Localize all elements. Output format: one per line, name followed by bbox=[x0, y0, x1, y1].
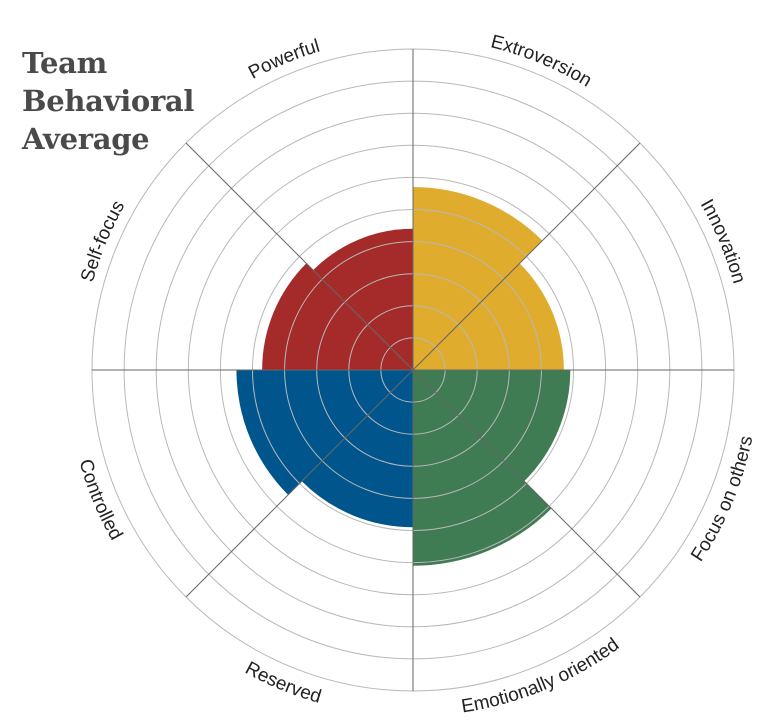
axis-line bbox=[185, 142, 414, 371]
axis-label-self-focus: Self-focus bbox=[77, 197, 129, 284]
chart-title-line-1: Team bbox=[22, 46, 107, 80]
axis-label-focus-on-others: Focus on others bbox=[687, 434, 757, 565]
axis-label-innovation: Innovation bbox=[696, 196, 749, 286]
segment-extroversion bbox=[413, 187, 543, 370]
axis-label-controlled: Controlled bbox=[74, 457, 126, 544]
axis-line bbox=[412, 142, 641, 371]
axis-line bbox=[412, 369, 641, 598]
chart-title-line-2: Behavioral bbox=[22, 84, 195, 118]
axis-line bbox=[185, 369, 414, 598]
axis-label-reserved: Reserved bbox=[242, 658, 324, 708]
segment-innovation bbox=[413, 263, 564, 370]
segment-controlled bbox=[236, 370, 413, 495]
axis-label-emotionally-oriented: Emotionally oriented bbox=[460, 634, 623, 717]
chart-axes bbox=[92, 49, 734, 691]
segment-self-focus bbox=[262, 263, 413, 370]
segment-powerful bbox=[313, 228, 413, 370]
chart-title-line-3: Average bbox=[22, 122, 150, 156]
axis-label-extroversion: Extroversion bbox=[489, 31, 596, 91]
segment-emotionally-oriented bbox=[413, 370, 552, 566]
chart-segments bbox=[236, 187, 571, 566]
chart-title: Team Behavioral Average bbox=[22, 44, 222, 158]
